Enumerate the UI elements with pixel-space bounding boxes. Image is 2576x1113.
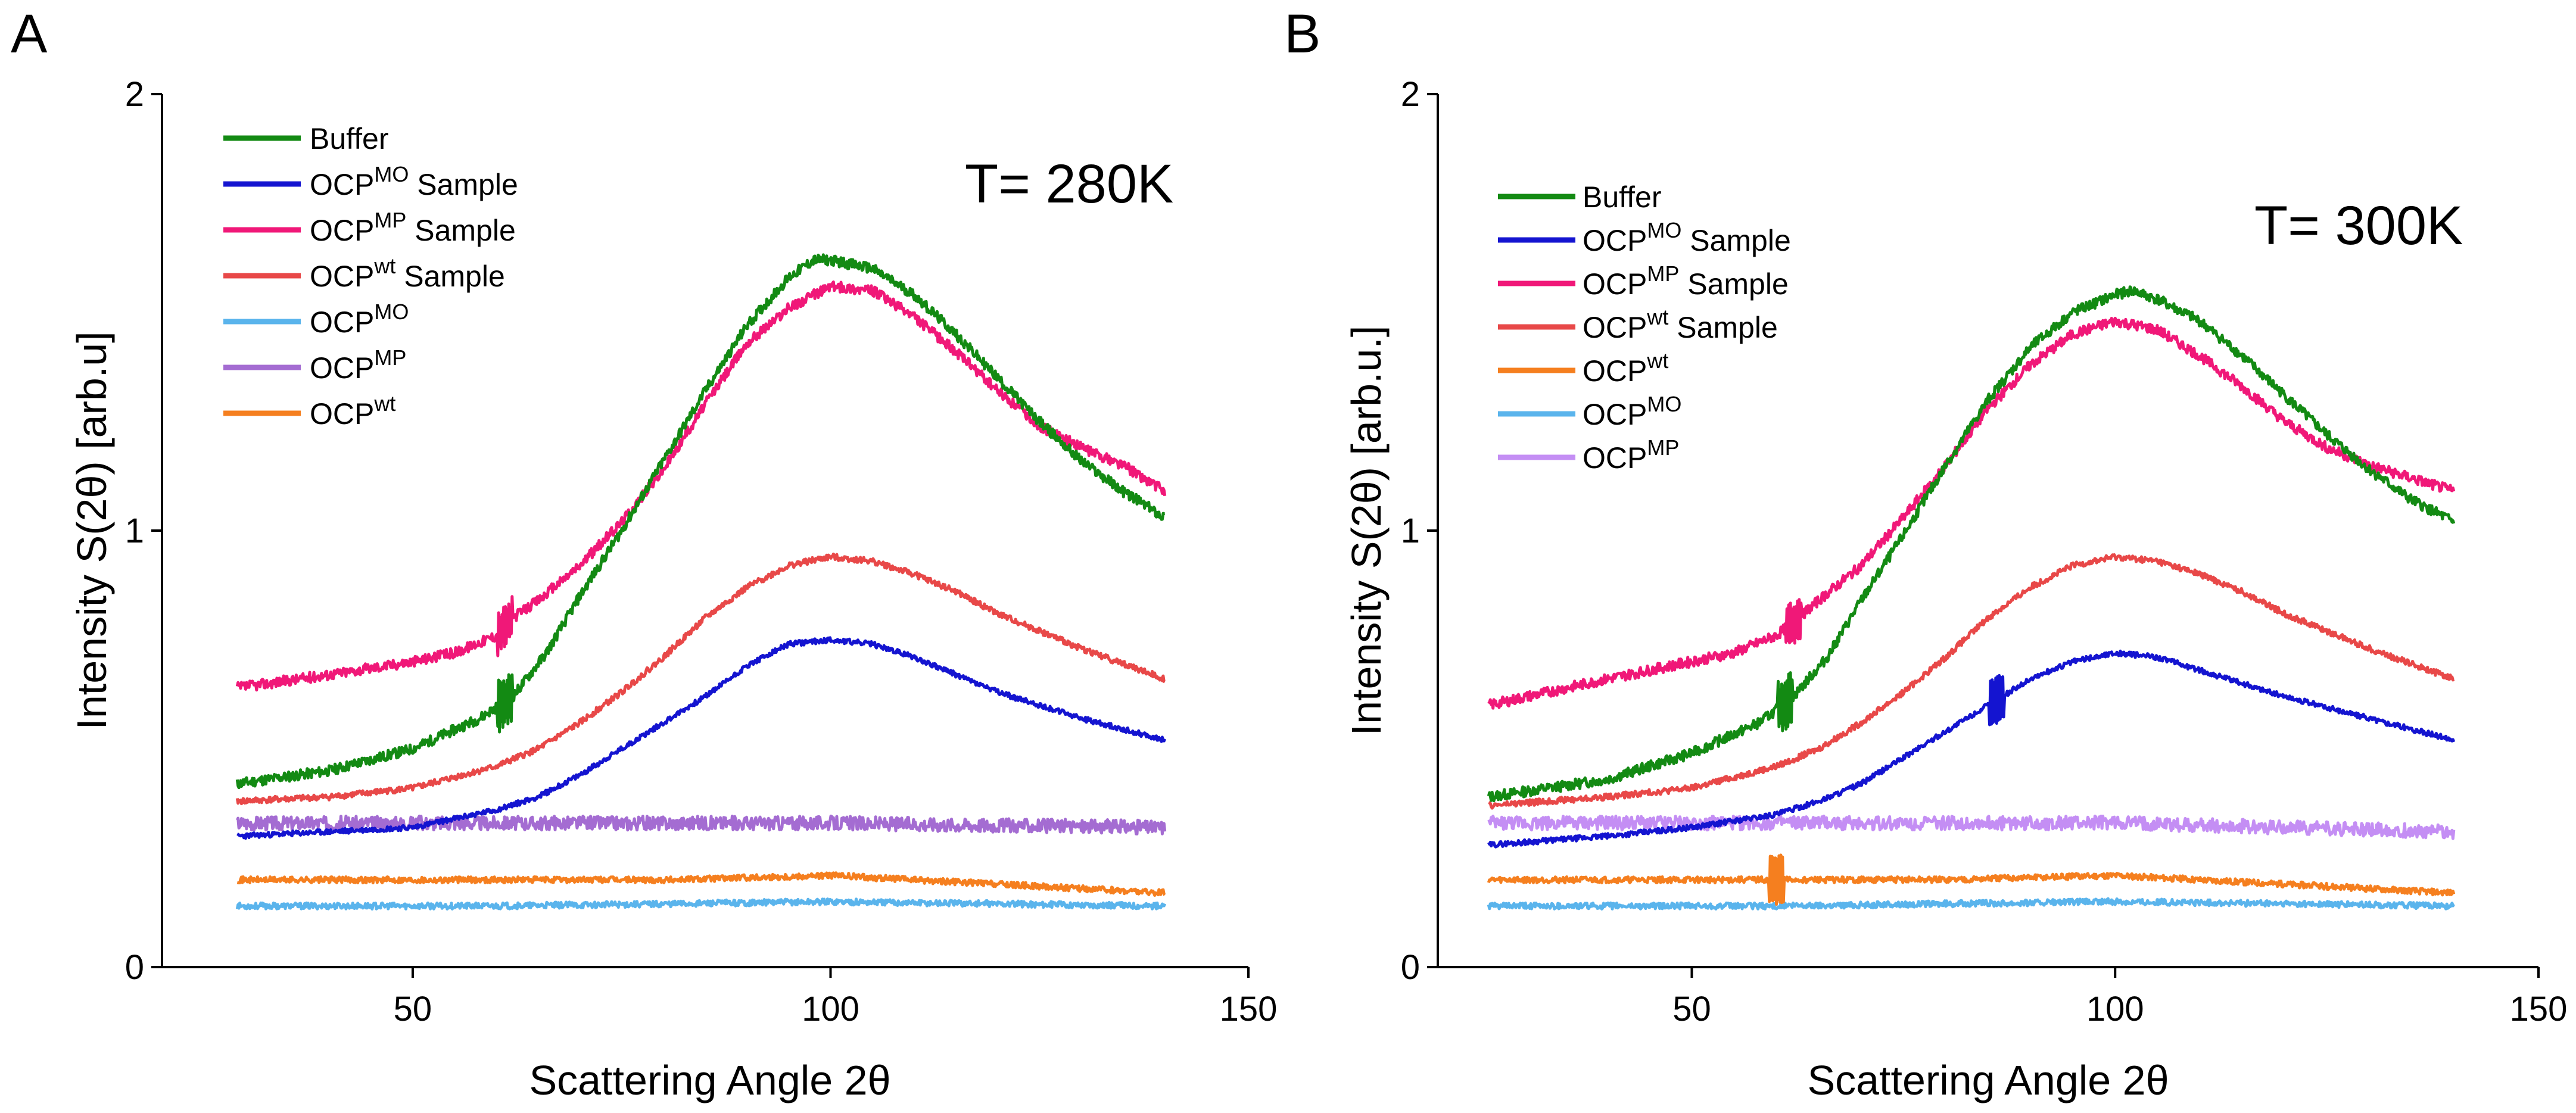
series-line: [235, 552, 1166, 806]
y-axis-title: Intensity S(2θ) [arb.u]: [68, 331, 115, 729]
ticks: 50 100 150 0 1 2: [1401, 75, 2568, 1028]
x-tick-label: 50: [394, 990, 432, 1028]
panel-letter: A: [11, 4, 48, 64]
y-tick-label: 0: [1401, 948, 1420, 987]
series-line: [1487, 285, 2456, 803]
legend-label: OCPwt: [1583, 348, 1668, 388]
series-line: [236, 814, 1167, 835]
series-line: [235, 280, 1167, 692]
legend-label: OCPwt: [310, 391, 395, 431]
x-tick-label: 50: [1672, 990, 1711, 1028]
temperature-label: T= 300K: [2254, 195, 2463, 256]
legend-label: OCPMO Sample: [1583, 218, 1791, 257]
y-tick-label: 0: [125, 948, 144, 987]
x-axis-title: Scattering Angle 2θ: [1807, 1057, 2169, 1103]
series-group: [235, 253, 1167, 911]
temperature-label: T= 280K: [965, 154, 1173, 214]
legend-label: OCPMO Sample: [310, 162, 518, 201]
series-line: [236, 636, 1167, 840]
legend-label: Buffer: [310, 122, 389, 155]
x-tick-label: 150: [1220, 990, 1278, 1028]
x-tick-label: 100: [2086, 990, 2144, 1028]
series-line: [1487, 853, 2456, 906]
ticks: 50 100 150 0 1 2: [125, 75, 1278, 1028]
series-line: [235, 253, 1166, 790]
legend-label: OCPwt Sample: [310, 254, 505, 293]
legend-label: OCPMP Sample: [1583, 261, 1789, 301]
y-tick-label: 2: [125, 75, 144, 114]
series-group: [1487, 285, 2456, 911]
series-line: [1487, 316, 2456, 710]
y-tick-label: 1: [125, 512, 144, 550]
legend-label: OCPwt Sample: [1583, 305, 1778, 344]
chart-panel-b: B Scattering Angle 2θ Intensity S(2θ) [a…: [1284, 4, 2567, 1103]
series-line: [1487, 649, 2456, 849]
legend-label: OCPMO: [310, 300, 409, 339]
y-axis-title: Intensity S(2θ) [arb.u.]: [1343, 326, 1390, 736]
chart-panel-a: A Scattering Angle 2θ Intensity S(2θ) [a…: [11, 4, 1277, 1103]
series-line: [236, 871, 1166, 897]
legend-label: OCPMP: [1583, 435, 1679, 475]
series-line: [235, 897, 1167, 911]
panel-letter: B: [1284, 4, 1320, 64]
legend-label: OCPMP Sample: [310, 208, 516, 247]
y-tick-label: 2: [1401, 75, 1420, 114]
series-line: [1488, 553, 2455, 810]
legend: Buffer OCPMO Sample OCPMP Sample OCPwt Samp…: [1498, 180, 1791, 475]
series-line: [1487, 897, 2456, 911]
x-tick-label: 100: [802, 990, 859, 1028]
legend: Buffer OCPMO Sample OCPMP Sample OCPwt Samp…: [223, 122, 518, 431]
x-tick-label: 150: [2510, 990, 2568, 1028]
x-axis-title: Scattering Angle 2θ: [529, 1057, 890, 1103]
series-line: [1487, 814, 2456, 840]
legend-label: Buffer: [1583, 180, 1662, 214]
legend-label: OCPMP: [310, 345, 406, 385]
legend-label: OCPMO: [1583, 392, 1681, 431]
y-tick-label: 1: [1401, 512, 1420, 550]
